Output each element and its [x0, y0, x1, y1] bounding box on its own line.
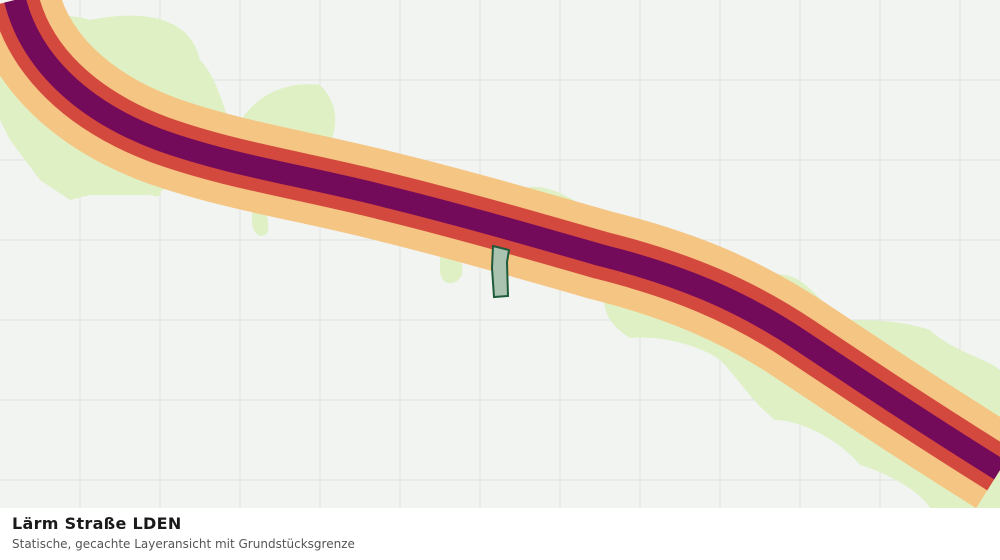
parcel-boundary: [490, 244, 511, 299]
noise-zones: [0, 0, 1000, 508]
map-title: Lärm Straße LDEN: [12, 514, 182, 533]
footer: Lärm Straße LDEN Statische, gecachte Lay…: [0, 508, 1000, 560]
map: [0, 0, 1000, 508]
noise-zone-very-high: [4, 0, 1000, 480]
map-subtitle: Statische, gecachte Layeransicht mit Gru…: [12, 537, 355, 551]
